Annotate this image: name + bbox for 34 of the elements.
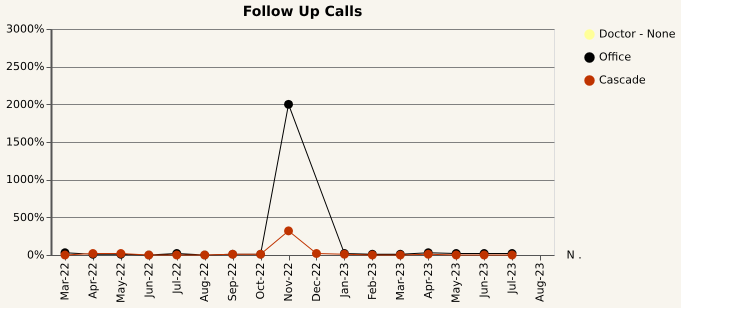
x-tick-label: May-22 bbox=[114, 262, 128, 304]
point bbox=[312, 249, 321, 258]
y-tick-label: 1500% bbox=[6, 136, 44, 148]
y-tick-label: 3000% bbox=[6, 22, 44, 36]
x-tick-label: Dec-22 bbox=[310, 262, 323, 302]
point bbox=[60, 250, 70, 260]
legend-label: Office bbox=[599, 50, 632, 64]
x-tick-label: Oct-22 bbox=[254, 262, 268, 300]
chart-title: Follow Up Calls bbox=[242, 4, 362, 20]
x-tick-label: Apr-23 bbox=[422, 262, 435, 299]
x-axis-title: N . bbox=[566, 248, 582, 262]
x-tick-label: Aug-23 bbox=[534, 262, 547, 302]
x-tick-label: Aug-22 bbox=[198, 262, 212, 302]
x-tick-label: Feb-23 bbox=[366, 262, 379, 300]
y-tick-label: 2500% bbox=[6, 60, 44, 74]
x-tick-label: Mar-22 bbox=[58, 262, 72, 301]
x-tick-label: Mar-23 bbox=[394, 262, 407, 301]
x-tick-label: Sep-22 bbox=[226, 262, 240, 302]
legend-label: Doctor - None bbox=[599, 28, 676, 40]
x-tick-label: Nov-22 bbox=[282, 262, 296, 302]
legend-label: Cascade bbox=[599, 74, 646, 86]
y-tick-label: 1000% bbox=[6, 173, 44, 186]
x-tick-label: Apr-22 bbox=[86, 262, 100, 299]
x-tick-label: Jan-23 bbox=[338, 262, 351, 298]
y-tick-label: 2000% bbox=[6, 98, 44, 111]
point bbox=[284, 100, 293, 109]
point bbox=[284, 226, 293, 236]
x-tick-label: Jul-23 bbox=[506, 262, 519, 295]
y-tick-label: 0% bbox=[27, 248, 44, 262]
x-tick-label: Jun-23 bbox=[478, 262, 491, 299]
x-tick-label: Jul-22 bbox=[170, 262, 184, 295]
x-tick-label: Jun-22 bbox=[142, 262, 156, 299]
x-tick-label: May-23 bbox=[450, 262, 463, 304]
y-tick-label: 500% bbox=[13, 210, 44, 224]
